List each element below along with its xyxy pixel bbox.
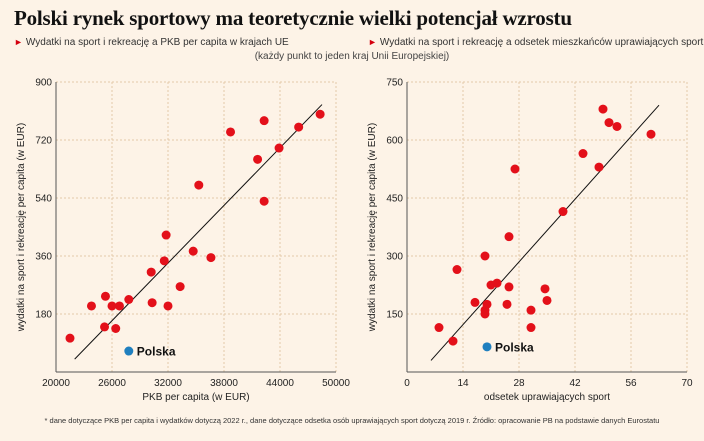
chart1-data-point — [315, 109, 325, 119]
chart2-data-point — [434, 323, 444, 333]
chart2-data-point — [598, 104, 608, 114]
chart1-data-point — [206, 253, 216, 263]
chart2-x-axis-label: odsetek uprawiających sport — [484, 392, 610, 403]
chart1-y-tick-label: 540 — [35, 194, 52, 205]
chart1-data-point — [194, 180, 204, 190]
chart2-data-point — [502, 299, 512, 309]
chart2-data-point — [510, 164, 520, 174]
chart1-data-point — [259, 196, 269, 206]
chart1-data-point — [107, 301, 117, 311]
chart1-data-point — [175, 282, 185, 292]
chart2-data-point — [526, 323, 536, 333]
chart2-data-point — [578, 149, 588, 159]
chart2-data-point — [504, 282, 514, 292]
chart2-data-point — [482, 299, 492, 309]
chart1-x-tick-label: 26000 — [98, 378, 126, 389]
chart1-y-tick-label: 180 — [35, 310, 52, 321]
footer-source: * dane dotyczące PKB per capita i wydatk… — [44, 416, 660, 425]
right-subtitle: ► Wydatki na sport i rekreację a odsetek … — [368, 37, 703, 48]
chart1-data-point — [188, 246, 198, 256]
chart2-highlight-label-polska: Polska — [495, 340, 534, 354]
chart1-y-tick-label: 360 — [35, 252, 52, 263]
chart1-data-point — [163, 301, 173, 311]
chart2-y-tick-label: 750 — [386, 78, 403, 89]
chart1-data-point — [159, 256, 169, 266]
chart2-data-point — [504, 232, 514, 242]
chart2-trendline — [430, 104, 660, 361]
chart1-data-point — [147, 298, 157, 308]
chart1-highlight-label-polska: Polska — [137, 345, 176, 359]
chart1-x-tick-label: 20000 — [42, 378, 70, 389]
chart2-y-tick-label: 600 — [386, 136, 403, 147]
chart2-y-tick-label: 150 — [386, 310, 403, 321]
chart1-x-tick-label: 44000 — [266, 378, 294, 389]
chart-note: (każdy punkt to jeden kraj Unii Europejs… — [254, 51, 450, 62]
chart1-data-point — [86, 301, 96, 311]
chart2-data-point — [480, 251, 490, 261]
chart2-data-point — [558, 207, 568, 217]
chart1-x-tick-label: 38000 — [210, 378, 238, 389]
arrow-right-icon: ► — [368, 37, 377, 47]
left-subtitle: ► Wydatki na sport i rekreację a PKB per … — [14, 37, 289, 48]
chart2-data-point — [448, 336, 458, 346]
chart1-data-point — [114, 301, 124, 311]
chart1-x-tick-label: 32000 — [154, 378, 182, 389]
left-subtitle-text: Wydatki na sport i rekreację a PKB per c… — [25, 37, 289, 48]
arrow-right-icon: ► — [14, 37, 23, 47]
chart1-y-axis-label: wydatki na sport i rekreację per capita … — [16, 123, 27, 332]
chart1-data-point — [124, 295, 134, 304]
chart2-data-point — [604, 118, 614, 128]
chart2-x-tick-label: 28 — [513, 378, 525, 389]
chart1-data-point — [274, 143, 284, 153]
chart2-y-tick-label: 450 — [386, 194, 403, 205]
chart1-data-point — [100, 322, 110, 332]
chart1-highlight-point-polska — [124, 346, 134, 356]
chart2-data-point — [612, 121, 622, 131]
chart1-data-point — [161, 230, 171, 240]
chart1-data-point — [100, 291, 110, 301]
chart2-x-tick-label: 0 — [404, 378, 410, 389]
chart2-x-tick-label: 70 — [681, 378, 693, 389]
chart2-y-tick-label: 300 — [386, 252, 403, 263]
right-subtitle-text: Wydatki na sport i rekreację a odsetek m… — [379, 37, 704, 48]
chart2-x-tick-label: 42 — [569, 378, 581, 389]
chart2-data-point — [540, 284, 550, 294]
chart2-data-point — [526, 305, 536, 315]
chart2-highlight-point-polska — [482, 342, 492, 352]
chart2-x-tick-label: 14 — [457, 378, 469, 389]
page-title: Polski rynek sportowy ma teoretycznie wi… — [14, 6, 572, 30]
chart1-data-point — [65, 333, 75, 343]
chart1-data-point — [294, 122, 304, 132]
chart1-data-point — [259, 116, 269, 126]
chart2-data-point — [480, 309, 490, 319]
chart2-x-tick-label: 56 — [625, 378, 637, 389]
chart1-y-tick-label: 900 — [35, 78, 52, 89]
chart2-y-axis-label: wydatki na sport i rekreację per capita … — [367, 123, 378, 332]
chart1-x-tick-label: 50000 — [322, 378, 350, 389]
chart1-x-axis-label: PKB per capita (w EUR) — [142, 392, 249, 403]
chart2-data-point — [492, 278, 502, 288]
chart2-data-point — [470, 297, 480, 307]
chart1-data-point — [111, 324, 121, 333]
chart2-data-point — [594, 162, 604, 172]
chart2-data-point — [646, 129, 656, 139]
chart1-y-tick-label: 720 — [35, 136, 52, 147]
chart1-data-point — [226, 127, 236, 137]
chart2-data-point — [452, 265, 462, 275]
chart2-data-point — [542, 295, 552, 305]
chart1-data-point — [253, 154, 263, 164]
chart1-data-point — [146, 267, 156, 277]
